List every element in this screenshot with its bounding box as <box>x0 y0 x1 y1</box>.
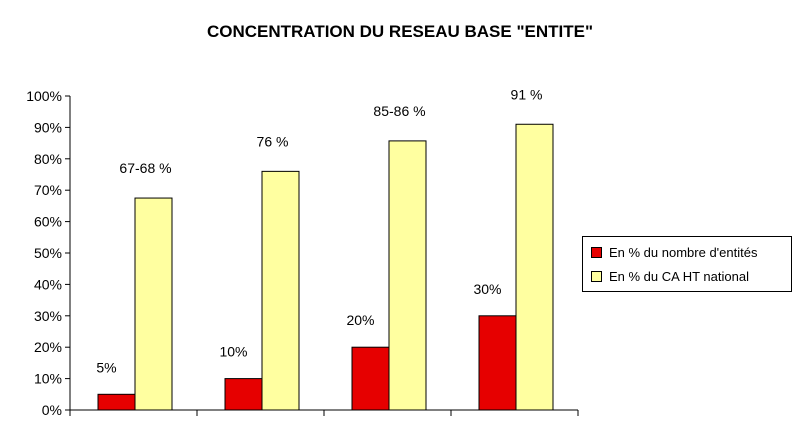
legend-label-entities: En % du nombre d'entités <box>609 244 758 260</box>
data-label-s0-c1: 10% <box>219 344 247 360</box>
bar-s0-c1 <box>224 378 263 411</box>
y-tick-label: 0% <box>42 402 62 418</box>
bar-s0-c0 <box>97 393 136 411</box>
y-tick-label: 10% <box>34 371 62 387</box>
y-tick-label: 100% <box>26 88 62 104</box>
bars-layer <box>97 123 554 411</box>
data-label-s1-c3: 91 % <box>511 86 543 102</box>
data-label-s0-c2: 20% <box>346 312 374 328</box>
legend-swatch-ca <box>591 270 602 282</box>
bar-s1-c2 <box>388 140 427 411</box>
data-label-s0-c0: 5% <box>96 359 116 375</box>
legend-item-ca: En % du CA HT national <box>591 266 749 286</box>
legend-swatch-entities <box>591 246 602 258</box>
labels-layer: 5% 10% 20% 30% 67-68 % 76 % 85-86 % 91 % <box>96 86 542 375</box>
bar-s0-c2 <box>351 346 390 411</box>
bar-s1-c0 <box>134 197 173 411</box>
bar-s0-c3 <box>478 315 517 411</box>
data-label-s1-c1: 76 % <box>257 133 289 149</box>
data-label-s1-c2: 85-86 % <box>373 103 425 119</box>
y-tick-label: 60% <box>34 214 62 230</box>
y-tick-label: 20% <box>34 339 62 355</box>
y-tick-label: 80% <box>34 151 62 167</box>
bar-s1-c1 <box>261 170 300 411</box>
y-tick-label: 50% <box>34 245 62 261</box>
legend-item-entities: En % du nombre d'entités <box>591 242 757 262</box>
bar-s1-c3 <box>515 123 554 411</box>
y-tick-label: 40% <box>34 276 62 292</box>
axes-layer: 0% 10% 20% 30% 40% 50% 60% 70% 80% 90% 100% <box>26 88 579 418</box>
y-tick-label: 30% <box>34 308 62 324</box>
data-label-s0-c3: 30% <box>473 281 501 297</box>
y-tick-label: 70% <box>34 182 62 198</box>
y-tick-label: 90% <box>34 119 62 135</box>
legend: En % du nombre d'entités En % du CA HT n… <box>582 236 792 292</box>
data-label-s1-c0: 67-68 % <box>119 160 171 176</box>
legend-label-ca: En % du CA HT national <box>609 268 749 284</box>
chart-title: CONCENTRATION DU RESEAU BASE "ENTITE" <box>206 22 594 41</box>
